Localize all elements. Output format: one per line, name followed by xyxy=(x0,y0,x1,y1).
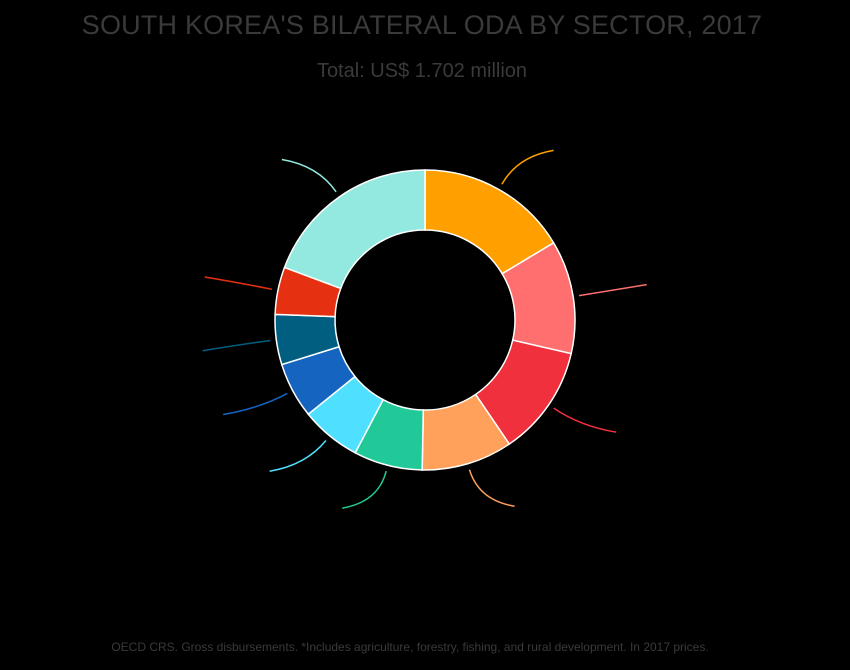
leader-line-2 xyxy=(578,283,647,297)
chart-footnote: OECD CRS. Gross disbursements. *Includes… xyxy=(111,640,709,654)
leader-line-7 xyxy=(223,392,288,416)
leader-line-4 xyxy=(468,469,515,507)
donut-slice-10 xyxy=(283,169,426,290)
leader-line-5 xyxy=(342,470,387,509)
leader-line-1 xyxy=(501,149,554,185)
leader-line-3 xyxy=(553,407,617,433)
leader-line-6 xyxy=(269,440,327,472)
leader-line-10 xyxy=(281,158,337,193)
chart-subtitle: Total: US$ 1.702 million xyxy=(316,60,528,82)
leader-line-9 xyxy=(204,276,273,291)
slices-layer xyxy=(274,169,576,471)
leader-line-8 xyxy=(202,339,271,352)
leader-lines-layer xyxy=(202,149,647,509)
chart-title: SOUTH KOREA'S BILATERAL ODA BY SECTOR, 2… xyxy=(81,10,763,40)
